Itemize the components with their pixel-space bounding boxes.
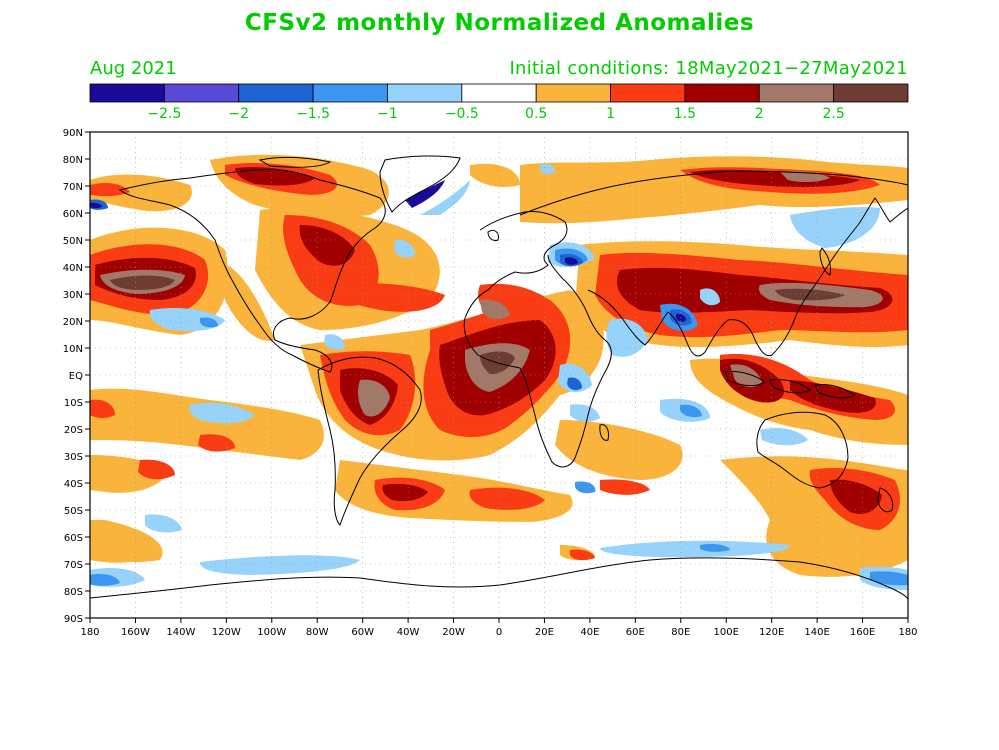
longitude-label: 120W bbox=[212, 627, 241, 638]
longitude-label: 20W bbox=[442, 627, 465, 638]
colorbar: −2.5 −2 −1.5 −1 −0.5 0.5 1 1.5 2 2.5 bbox=[89, 83, 909, 122]
longitude-label: 120E bbox=[759, 627, 784, 638]
map-area bbox=[90, 132, 908, 618]
latitude-label: 80S bbox=[64, 587, 83, 598]
longitude-label: 20E bbox=[535, 627, 554, 638]
latitude-label: 90S bbox=[64, 614, 83, 625]
colorbar-label: −2 bbox=[228, 106, 249, 122]
colorbar-label: 2.5 bbox=[823, 106, 845, 122]
chart-title: CFSv2 monthly Normalized Anomalies bbox=[244, 10, 755, 36]
latitude-label: 60S bbox=[64, 533, 83, 544]
colorbar-swatch bbox=[238, 83, 314, 103]
colorbar-swatch bbox=[89, 83, 165, 103]
latitude-label: 70N bbox=[63, 182, 83, 193]
colorbar-swatch bbox=[610, 83, 686, 103]
latitude-label: 40S bbox=[64, 479, 83, 490]
colorbar-label: −1.5 bbox=[296, 106, 330, 122]
coastlines bbox=[90, 155, 908, 601]
longitude-axis: 180 160W 140W 120W 100W 80W 60W 40W 20W 0 20E 40E 60… bbox=[80, 618, 918, 638]
longitude-label: 80E bbox=[671, 627, 690, 638]
latitude-label: 10S bbox=[64, 398, 83, 409]
colorbar-label: 2 bbox=[755, 106, 764, 122]
colorbar-swatch bbox=[684, 83, 760, 103]
latitude-label: 60N bbox=[63, 209, 83, 220]
colorbar-swatch bbox=[758, 83, 835, 103]
longitude-label: 140W bbox=[166, 627, 195, 638]
longitude-label: 140E bbox=[804, 627, 829, 638]
longitude-label: 0 bbox=[496, 627, 502, 638]
colorbar-label: −2.5 bbox=[147, 106, 181, 122]
latitude-label: 50N bbox=[63, 236, 83, 247]
longitude-label: 160W bbox=[121, 627, 150, 638]
colorbar-swatch bbox=[163, 83, 240, 103]
latitude-axis: 90N 80N 70N 60N 50N 40N 30N 20N 10N EQ 10S 20S 30S 40… bbox=[63, 128, 90, 625]
colorbar-label: −0.5 bbox=[445, 106, 479, 122]
colorbar-label: 1 bbox=[606, 106, 615, 122]
latitude-label: 30S bbox=[64, 452, 83, 463]
longitude-label: 100E bbox=[714, 627, 739, 638]
longitude-label: 180 bbox=[898, 627, 917, 638]
latitude-label: 30N bbox=[63, 290, 83, 301]
latitude-label: 70S bbox=[64, 560, 83, 571]
latitude-label: EQ bbox=[69, 371, 83, 382]
longitude-label: 40W bbox=[397, 627, 420, 638]
latitude-label: 20N bbox=[63, 317, 83, 328]
colorbar-label: −1 bbox=[377, 106, 398, 122]
latitude-label: 20S bbox=[64, 425, 83, 436]
colorbar-label: 0.5 bbox=[525, 106, 547, 122]
longitude-label: 180 bbox=[80, 627, 99, 638]
colorbar-swatch bbox=[312, 83, 388, 103]
longitude-label: 60E bbox=[626, 627, 645, 638]
colorbar-swatch bbox=[461, 83, 537, 103]
longitude-label: 40E bbox=[580, 627, 599, 638]
initial-conditions: Initial conditions: 18May2021−27May2021 bbox=[509, 58, 908, 79]
forecast-month: Aug 2021 bbox=[90, 58, 177, 79]
longitude-label: 80W bbox=[306, 627, 329, 638]
latitude-label: 90N bbox=[63, 128, 83, 139]
latitude-label: 10N bbox=[63, 344, 83, 355]
colorbar-swatch bbox=[535, 83, 611, 103]
latitude-label: 50S bbox=[64, 506, 83, 517]
latitude-label: 80N bbox=[63, 155, 83, 166]
colorbar-swatch bbox=[387, 83, 463, 103]
longitude-label: 160E bbox=[850, 627, 875, 638]
latitude-label: 40N bbox=[63, 263, 83, 274]
longitude-label: 60W bbox=[351, 627, 374, 638]
colorbar-label: 1.5 bbox=[674, 106, 696, 122]
colorbar-swatch bbox=[833, 83, 909, 103]
longitude-label: 100W bbox=[257, 627, 286, 638]
